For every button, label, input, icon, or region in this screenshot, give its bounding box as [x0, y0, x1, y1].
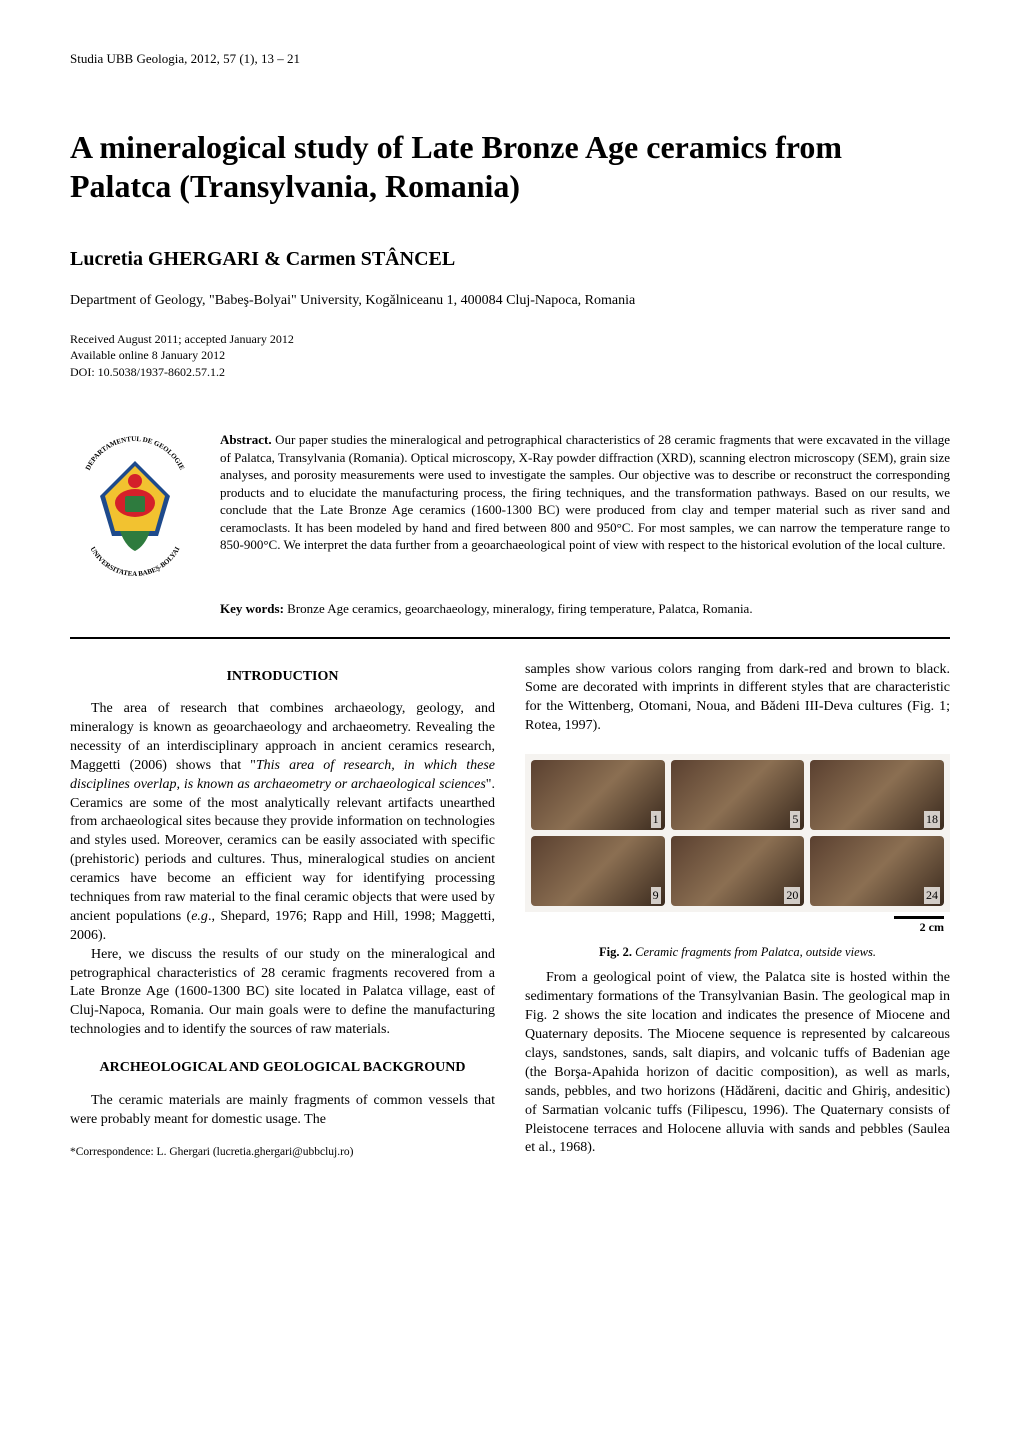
abstract-label: Abstract. — [220, 432, 272, 447]
intro-paragraph-1: The area of research that combines archa… — [70, 700, 495, 946]
ceramic-fragment: 9 — [531, 836, 665, 906]
scale-text: 2 cm — [525, 919, 944, 936]
affiliation: Department of Geology, "Babeş-Bolyai" Un… — [70, 291, 950, 311]
received-line: Received August 2011; accepted January 2… — [70, 331, 950, 348]
ceramic-fragment: 24 — [810, 836, 944, 906]
keywords-text: Bronze Age ceramics, geoarchaeology, min… — [287, 601, 752, 616]
figure-caption: Fig. 2. Ceramic fragments from Palatca, … — [525, 944, 950, 962]
keywords-label: Key words: — [220, 601, 284, 616]
doi-line: DOI: 10.5038/1937-8602.57.1.2 — [70, 364, 950, 381]
col2-paragraph-1: samples show various colors ranging from… — [525, 661, 950, 737]
ceramic-fragment: 20 — [671, 836, 805, 906]
background-paragraph-1: The ceramic materials are mainly fragmen… — [70, 1092, 495, 1130]
intro-heading: INTRODUCTION — [70, 667, 495, 687]
correspondence-footnote: *Correspondence: L. Ghergari (lucretia.g… — [70, 1144, 495, 1160]
ceramic-fragment: 18 — [810, 760, 944, 830]
logo-column: DEPARTAMENTUL DE GEOLOGIE UNIVERSITATEA … — [70, 431, 200, 588]
two-column-body: INTRODUCTION The area of research that c… — [70, 661, 950, 1160]
ceramic-fragment: 1 — [531, 760, 665, 830]
keywords-line: Key words: Bronze Age ceramics, geoarcha… — [220, 600, 950, 618]
figure-image: 1 5 18 9 20 24 — [525, 754, 950, 912]
right-column: samples show various colors ranging from… — [525, 661, 950, 1160]
authors: Lucretia GHERGARI & Carmen STÂNCEL — [70, 245, 950, 273]
col2-paragraph-2: From a geological point of view, the Pal… — [525, 969, 950, 1158]
background-heading: ARCHEOLOGICAL AND GEOLOGICAL BACKGROUND — [70, 1058, 495, 1078]
intro-paragraph-2: Here, we discuss the results of our stud… — [70, 946, 495, 1040]
online-line: Available online 8 January 2012 — [70, 347, 950, 364]
figure-2: 1 5 18 9 20 24 2 cm Fig. 2. Ceramic frag… — [525, 754, 950, 961]
paper-title: A mineralogical study of Late Bronze Age… — [70, 128, 950, 205]
ceramic-fragment: 5 — [671, 760, 805, 830]
metadata-block: Received August 2011; accepted January 2… — [70, 331, 950, 381]
department-logo-icon: DEPARTAMENTUL DE GEOLOGIE UNIVERSITATEA … — [70, 431, 200, 581]
left-column: INTRODUCTION The area of research that c… — [70, 661, 495, 1160]
abstract-section: DEPARTAMENTUL DE GEOLOGIE UNIVERSITATEA … — [70, 431, 950, 588]
abstract-body: Our paper studies the mineralogical and … — [220, 432, 950, 552]
divider — [70, 637, 950, 639]
figure-caption-text: Ceramic fragments from Palatca, outside … — [635, 945, 876, 959]
running-header: Studia UBB Geologia, 2012, 57 (1), 13 – … — [70, 50, 950, 68]
abstract-text: Abstract. Our paper studies the mineralo… — [220, 431, 950, 588]
figure-caption-label: Fig. 2. — [599, 945, 632, 959]
